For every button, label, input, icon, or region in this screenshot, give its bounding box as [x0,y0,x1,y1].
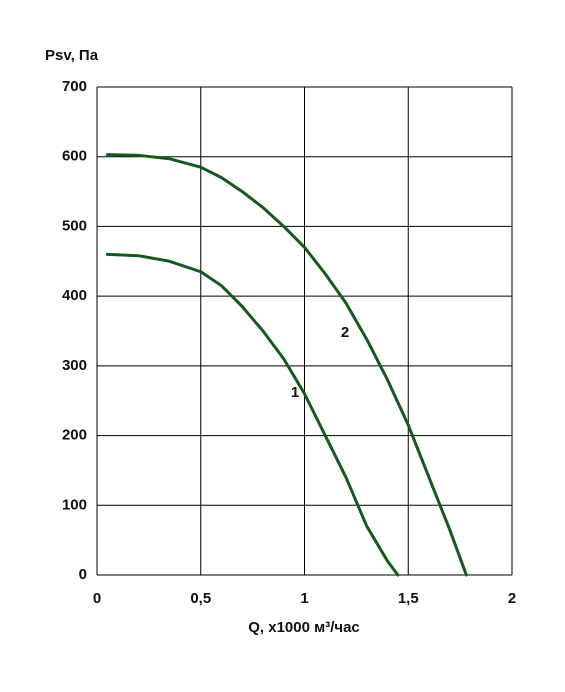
x-tick-label: 2 [508,590,516,607]
y-tick-label: 0 [79,566,87,583]
y-tick-label: 300 [62,357,87,374]
x-tick-label: 0,5 [190,590,211,607]
y-axis-label: Psv, Па [45,47,99,64]
y-tick-label: 100 [62,496,87,513]
y-tick-label: 600 [62,148,87,165]
y-tick-label: 700 [62,78,87,95]
curve [105,153,468,577]
x-tick-label: 0 [93,590,101,607]
x-tick-label: 1 [300,590,308,607]
curve-label: 1 [291,384,299,401]
curve [105,252,400,577]
curve-label: 2 [341,324,349,341]
x-tick-label: 1,5 [398,590,419,607]
x-axis-label: Q, x1000 м³/час [248,619,360,636]
y-tick-label: 400 [62,287,87,304]
y-tick-label: 500 [62,217,87,234]
y-tick-label: 200 [62,427,87,444]
